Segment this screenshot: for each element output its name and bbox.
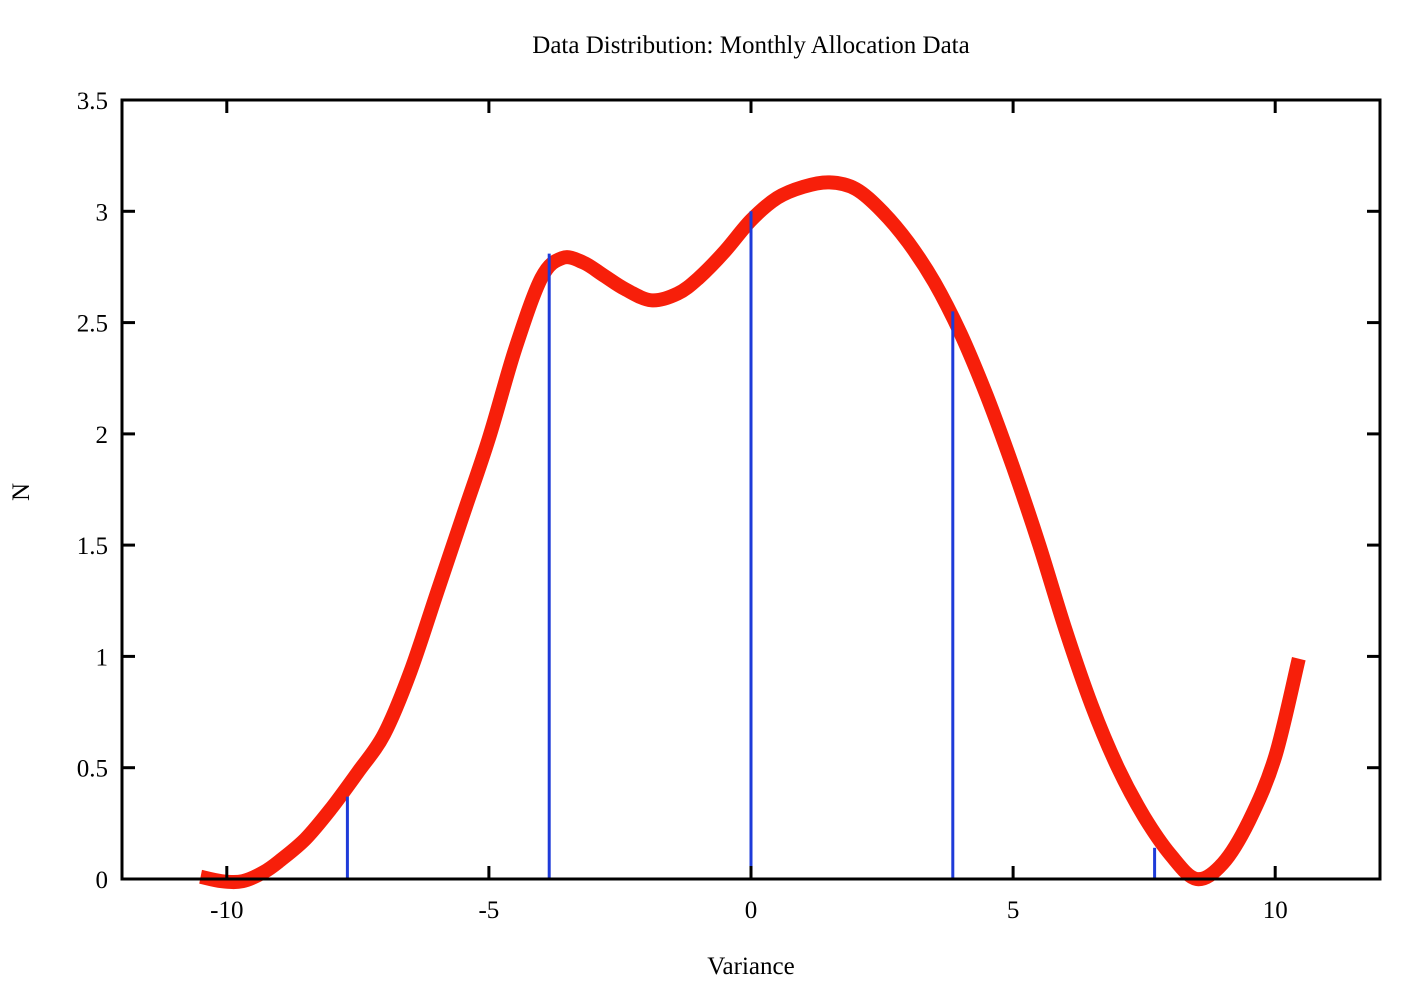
y-tick-label: 0.5: [77, 756, 108, 783]
y-tick-label: 3: [96, 199, 109, 226]
y-tick-label: 0: [96, 867, 109, 894]
y-tick-label: 2: [96, 422, 109, 449]
x-tick-label: 0: [745, 897, 758, 924]
density-curve-path: [199, 175, 1306, 890]
y-tick-label: 2.5: [77, 311, 108, 338]
chart-title: Data Distribution: Monthly Allocation Da…: [532, 32, 970, 59]
impulse-lines: [345, 211, 1157, 879]
x-tick-label: -5: [478, 897, 499, 924]
x-axis-label: Variance: [707, 953, 795, 980]
plot-border-and-ticks: -10 -5 0 5 10 0 0.5 1 1.5 2 2.5 3 3.5: [77, 88, 1382, 924]
y-tick-label: 1: [96, 644, 109, 671]
y-tick-label: 1.5: [77, 533, 108, 560]
x-tick-label: -10: [210, 897, 243, 924]
x-tick-label: 10: [1263, 897, 1288, 924]
x-tick-label: 5: [1007, 897, 1020, 924]
y-tick-label: 3.5: [77, 88, 108, 115]
density-curve: [199, 175, 1306, 890]
